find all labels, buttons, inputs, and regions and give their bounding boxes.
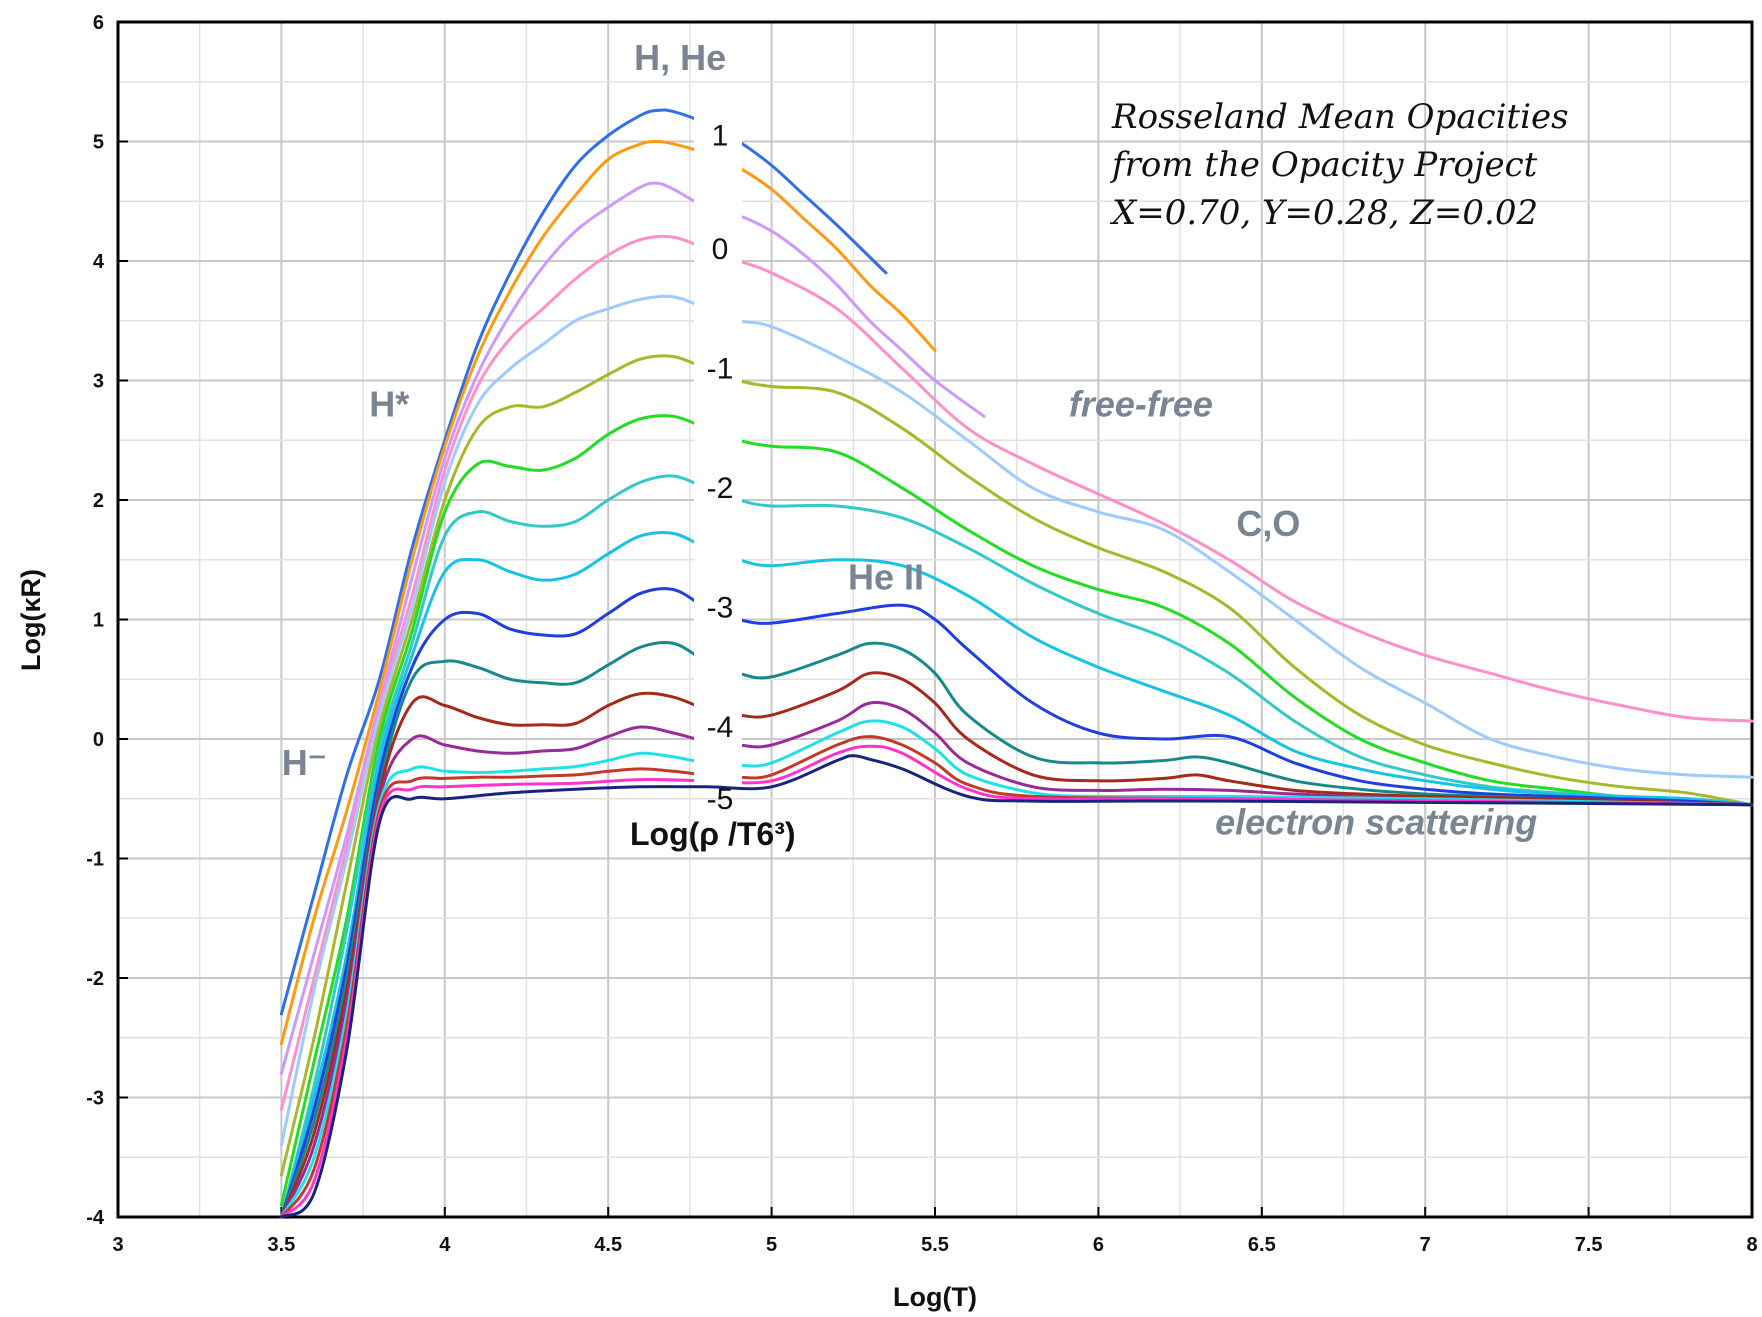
annotation-label: H⁻ bbox=[282, 742, 327, 783]
density-title: Log(ρ /T6³) bbox=[630, 816, 796, 852]
y-tick-label: -2 bbox=[86, 968, 104, 990]
series-line-12 bbox=[279, 671, 1754, 1219]
y-tick-label: 5 bbox=[93, 132, 104, 154]
series-line-4 bbox=[279, 234, 1754, 1111]
series-line-6 bbox=[279, 354, 1754, 1177]
density-label: -1 bbox=[707, 353, 734, 386]
y-tick-label: 4 bbox=[93, 251, 105, 273]
y-tick-label: 6 bbox=[93, 12, 104, 34]
series-line-15 bbox=[279, 735, 1754, 1219]
y-axis-title: Log(κR) bbox=[16, 569, 46, 671]
density-label: -3 bbox=[707, 592, 734, 625]
x-tick-labels: 3 3.5 4 4.5 5 5.5 6 6.5 7 7.5 8 bbox=[112, 1207, 1758, 1256]
x-tick-label: 3.5 bbox=[267, 1234, 295, 1256]
info-line-2: from the Opacity Project bbox=[1109, 145, 1538, 185]
x-tick-label: 7.5 bbox=[1575, 1234, 1603, 1256]
annotation-label: free-free bbox=[1069, 383, 1213, 424]
grid bbox=[118, 22, 1752, 1217]
info-line-3: X=0.70, Y=0.28, Z=0.02 bbox=[1109, 193, 1538, 233]
x-tick-label: 5.5 bbox=[921, 1234, 949, 1256]
x-tick-label: 6.5 bbox=[1248, 1234, 1276, 1256]
x-tick-label: 4 bbox=[439, 1234, 451, 1256]
density-label: 0 bbox=[712, 233, 729, 266]
series-line-2 bbox=[279, 139, 937, 1046]
annotation-label: H, He bbox=[634, 37, 726, 78]
annotations: H, He H* H⁻ He II C,O free-free electron scatt… bbox=[282, 37, 1537, 843]
y-tick-label: 1 bbox=[93, 610, 104, 632]
density-label-background bbox=[694, 95, 742, 785]
series-line-8 bbox=[279, 474, 1754, 1219]
annotation-label: electron scattering bbox=[1215, 802, 1537, 843]
series-line-5 bbox=[279, 294, 1754, 1147]
annotation-label: C,O bbox=[1236, 503, 1300, 544]
series-line-11 bbox=[279, 640, 1754, 1219]
annotation-label: H* bbox=[369, 383, 409, 424]
y-tick-labels: -4 -3 -2 -1 0 1 2 3 4 5 6 bbox=[86, 12, 128, 1229]
info-box: Rosseland Mean Opacities from the Opacit… bbox=[1109, 97, 1569, 233]
x-axis-title: Log(T) bbox=[893, 1282, 977, 1312]
y-tick-label: -3 bbox=[86, 1088, 104, 1110]
x-tick-label: 6 bbox=[1093, 1234, 1104, 1256]
density-labels: 1 0 -1 -2 -3 -4 -5 bbox=[707, 120, 734, 816]
x-tick-label: 4.5 bbox=[594, 1234, 622, 1256]
x-tick-label: 7 bbox=[1420, 1234, 1431, 1256]
y-tick-label: -1 bbox=[86, 849, 104, 871]
y-tick-label: -4 bbox=[86, 1207, 105, 1229]
info-line-1: Rosseland Mean Opacities bbox=[1111, 97, 1569, 137]
x-tick-label: 8 bbox=[1746, 1234, 1757, 1256]
y-tick-label: 0 bbox=[93, 729, 104, 751]
annotation-label: He II bbox=[848, 557, 924, 598]
series-line-3 bbox=[279, 181, 986, 1076]
series-line-1 bbox=[279, 108, 888, 1016]
x-tick-label: 3 bbox=[112, 1234, 123, 1256]
density-label: 1 bbox=[712, 120, 729, 153]
series-line-10 bbox=[279, 587, 1754, 1219]
y-tick-label: 2 bbox=[93, 490, 104, 512]
series-line-7 bbox=[279, 414, 1754, 1207]
y-tick-label: 3 bbox=[93, 371, 104, 393]
series-line-9 bbox=[279, 530, 1754, 1219]
density-label: -4 bbox=[707, 711, 734, 744]
density-label: -5 bbox=[707, 783, 734, 816]
x-tick-label: 5 bbox=[766, 1234, 777, 1256]
series-line-17 bbox=[279, 754, 1754, 1219]
density-label: -2 bbox=[707, 472, 734, 505]
